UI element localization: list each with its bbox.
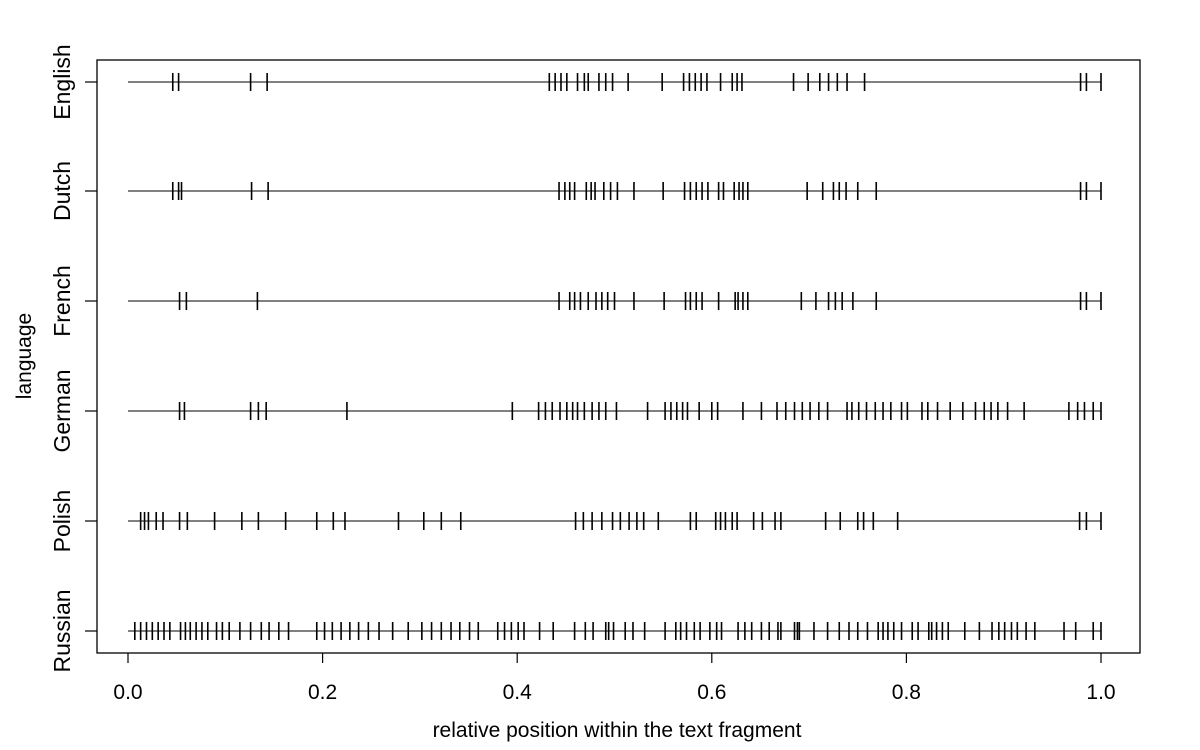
series-russian [128,622,1102,640]
series-polish [128,512,1102,530]
series-german [128,402,1102,420]
x-tick-label: 0.8 [892,681,921,704]
y-tick-label: German [49,369,75,452]
x-tick-label: 0.6 [697,681,726,704]
series-english [128,73,1102,91]
series-french [128,292,1102,310]
x-tick-label: 0.4 [503,681,533,704]
y-tick-label: Russian [49,589,75,672]
series-dutch [128,182,1102,200]
y-tick-label: Dutch [49,161,75,221]
y-tick-label: French [49,265,75,337]
plot-box [96,59,1141,654]
x-axis: 0.0 0.2 0.4 0.6 0.8 1.0 [113,653,1116,704]
strip-series [128,73,1102,640]
y-tick-label: English [49,44,75,119]
y-tick-label: Polish [49,490,75,553]
y-axis: English Dutch French German Polish Russian [49,44,97,673]
y-axis-title: language [13,313,36,399]
x-tick-label: 0.2 [308,681,337,704]
x-tick-label: 1.0 [1086,681,1115,704]
x-tick-label: 0.0 [113,681,142,704]
x-axis-title: relative position within the text fragme… [433,719,802,742]
